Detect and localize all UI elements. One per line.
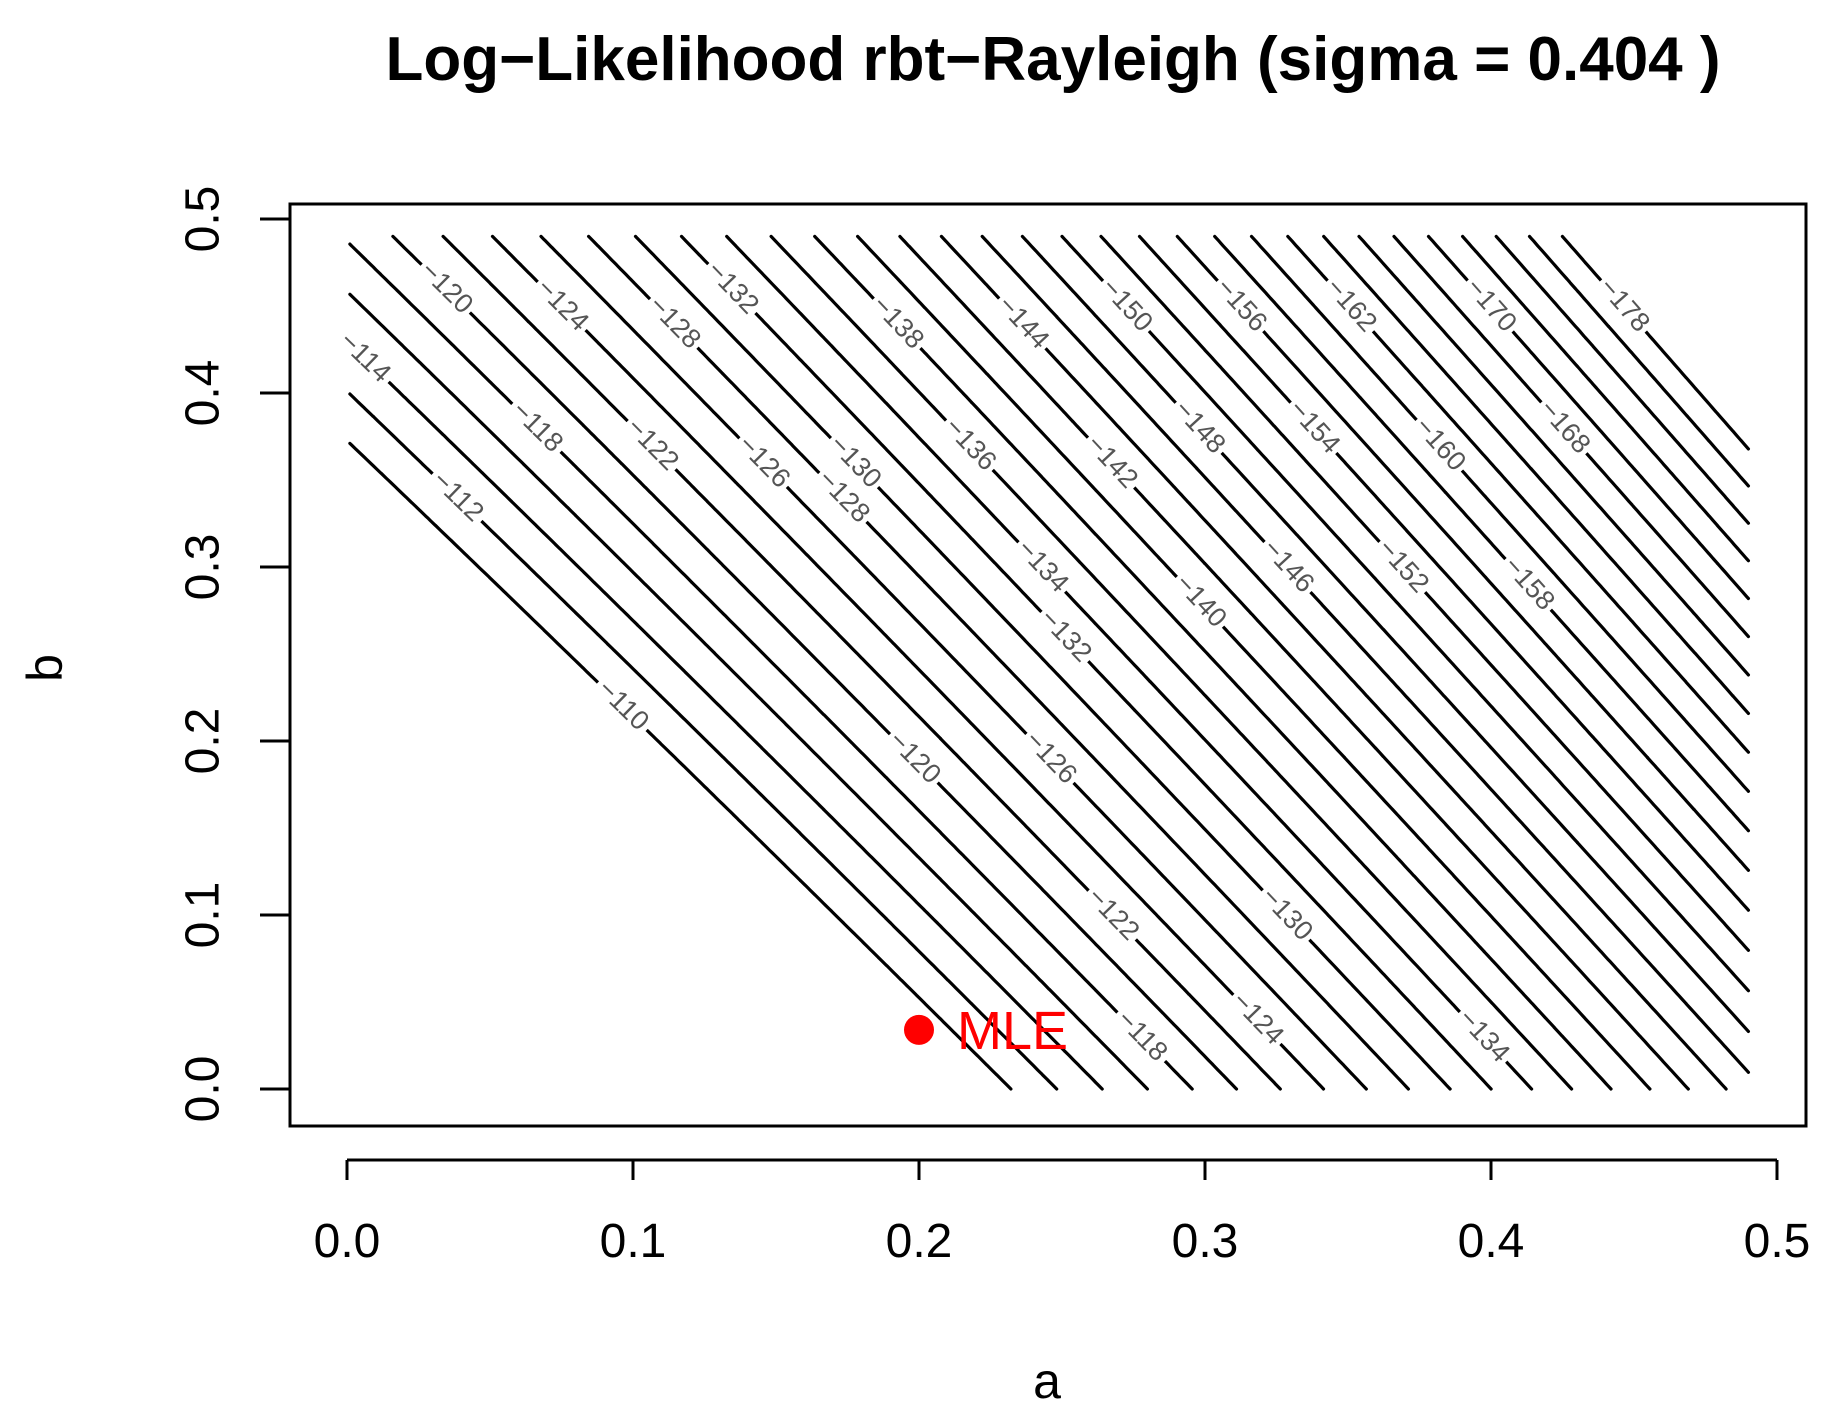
contour-label-bg [421, 462, 493, 533]
contour-line [1461, 234, 1750, 563]
contour-line [725, 234, 1534, 1091]
contour-label-bg [934, 409, 1005, 481]
mle-label: MLE [957, 1001, 1068, 1061]
contour-line [1527, 234, 1750, 488]
contour-line [633, 234, 1452, 1091]
y-tick-label: 0.2 [177, 708, 230, 775]
x-tick-label: 0.4 [1458, 1215, 1525, 1268]
contour-line [348, 292, 1149, 1091]
contour-label-bg [638, 287, 709, 359]
y-tick-label: 0.4 [177, 360, 230, 427]
contour-line [490, 234, 1326, 1091]
contour-label-bg [1029, 600, 1100, 673]
contour-label-bg [1529, 391, 1599, 464]
contour-label-bg [501, 392, 572, 464]
mle-point [904, 1014, 934, 1045]
contour-line [587, 234, 1410, 1091]
x-axis: 0.0 0.1 0.2 0.3 0.4 0.5 [314, 1158, 1811, 1268]
contour-label-bg [696, 253, 767, 325]
contour-line [1322, 234, 1750, 715]
contour-label-bg [1091, 270, 1161, 342]
contour-line [1357, 234, 1750, 677]
contour-line [348, 441, 1013, 1091]
contour-label-bg [1076, 426, 1146, 499]
contour-labels: −110−112−114−118−120−122−124−126−128−130… [328, 253, 1658, 1073]
contour-label-bg [1163, 391, 1234, 464]
contour-line [813, 234, 1613, 1091]
contour-label-bg [1448, 1001, 1518, 1073]
contour-label-bg [1315, 270, 1385, 342]
contour-label-bg [410, 253, 482, 324]
contour-line [1494, 234, 1750, 525]
contour-label-bg [1205, 270, 1276, 342]
contour-label-bg [1006, 531, 1077, 603]
x-tick-label: 0.1 [600, 1215, 667, 1268]
x-tick-label: 0.3 [1172, 1215, 1239, 1268]
contour-label-bg [878, 722, 950, 794]
contour-label-bg [328, 323, 400, 394]
contour-label-bg [1455, 269, 1525, 343]
y-tick-label: 0.5 [177, 186, 230, 253]
contour-label-bg [616, 409, 687, 481]
contour-label-bg [1165, 566, 1235, 638]
y-axis: 0.0 0.1 0.2 0.3 0.4 0.5 [177, 186, 292, 1123]
chart-title: Log−Likelihood rbt−Rayleigh (sigma = 0.4… [385, 25, 1720, 94]
contour-label-bg [807, 461, 879, 533]
contour-label-bg [727, 427, 799, 499]
contour-label-bg [1404, 409, 1474, 482]
contour-label-bg [1106, 1001, 1177, 1073]
contour-label-bg [1493, 548, 1563, 621]
contour-label-bg [1077, 879, 1148, 951]
contour-lines [348, 234, 1750, 1091]
contour-line [391, 234, 1239, 1091]
contour-line [1137, 234, 1750, 912]
contour-label-bg [862, 287, 933, 360]
contour-label-bg [586, 671, 658, 742]
contour-label-bg [987, 287, 1058, 360]
contour-line [539, 234, 1368, 1091]
contour-label-bg [1014, 722, 1086, 794]
contour-label-bg [1588, 269, 1658, 343]
contour-label-bg [1251, 879, 1322, 951]
contour-label-bg [526, 270, 597, 342]
contour-label-bg [1367, 531, 1438, 603]
contour-line [898, 234, 1690, 1091]
x-tick-label: 0.2 [886, 1215, 953, 1268]
contour-label-bg [1252, 531, 1323, 603]
contour-label-bg [1278, 391, 1349, 464]
contour-label-bg [819, 427, 890, 499]
x-tick-label: 0.5 [1744, 1215, 1811, 1268]
x-axis-label: a [1033, 1353, 1061, 1409]
y-tick-label: 0.1 [177, 882, 230, 949]
contour-label-bg [1221, 983, 1292, 1056]
y-tick-label: 0.3 [177, 534, 230, 601]
y-axis-label: b [17, 654, 73, 682]
contour-line [441, 234, 1282, 1091]
y-tick-label: 0.0 [177, 1056, 230, 1123]
x-tick-label: 0.0 [314, 1215, 381, 1268]
contour-line [980, 234, 1750, 1074]
